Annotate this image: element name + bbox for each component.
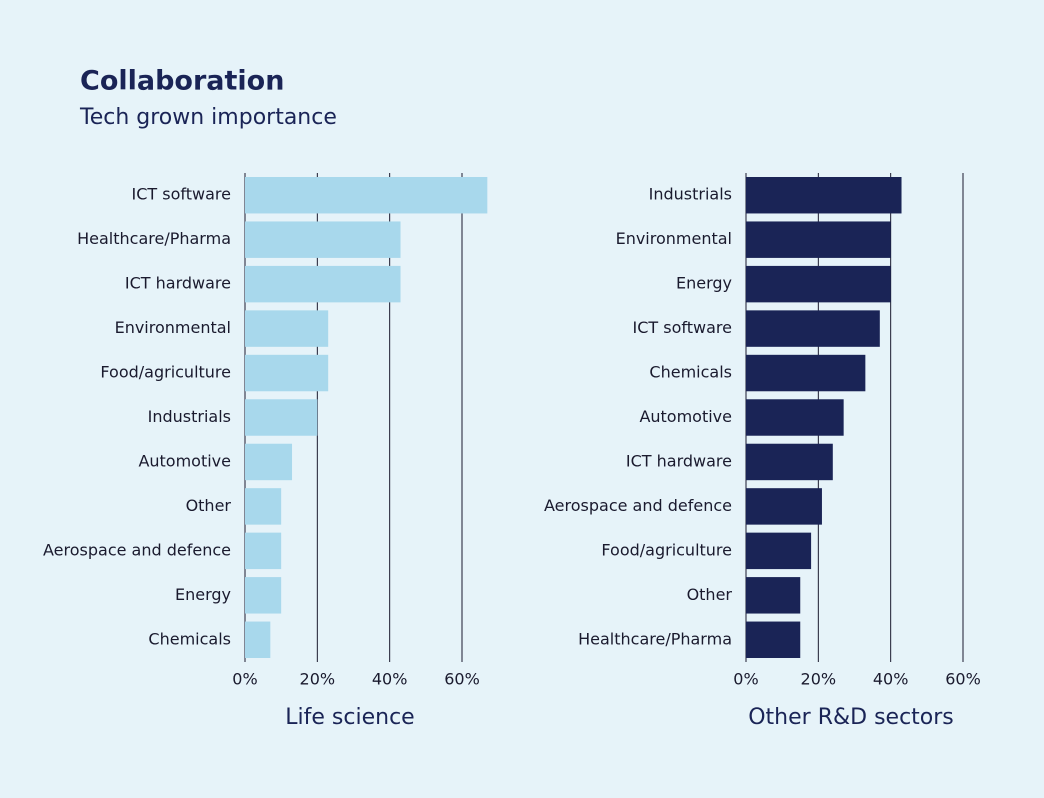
y-tick-label: ICT software (633, 318, 732, 337)
x-tick-label: 40% (873, 670, 909, 689)
y-tick-label: Industrials (649, 185, 732, 204)
x-tick-label: 0% (232, 670, 257, 689)
bar (245, 399, 318, 436)
x-axis-label: Other R&D sectors (748, 705, 954, 730)
y-tick-label: Other (687, 585, 733, 604)
bar (245, 443, 293, 481)
bar (245, 621, 271, 658)
y-tick-label: Food/agriculture (601, 540, 732, 559)
y-tick-label: Healthcare/Pharma (77, 229, 231, 248)
y-tick-label: Environmental (616, 229, 732, 248)
bar (746, 488, 822, 525)
y-tick-label: Environmental (115, 318, 231, 337)
x-tick-label: 60% (444, 670, 480, 689)
y-tick-label: ICT hardware (125, 274, 231, 293)
bar (746, 443, 833, 481)
y-tick-label: Automotive (639, 407, 732, 426)
bar (746, 265, 891, 303)
bar (746, 577, 801, 614)
bar (245, 488, 282, 525)
bar (245, 265, 401, 303)
y-tick-label: Industrials (148, 407, 231, 426)
chart-subtitle: Tech grown importance (79, 105, 337, 130)
bar (746, 621, 801, 658)
y-tick-label: Healthcare/Pharma (578, 629, 732, 648)
bar (746, 532, 812, 570)
bar (746, 354, 866, 392)
y-tick-label: Energy (676, 274, 732, 293)
bar (245, 532, 282, 570)
x-axis-label: Life science (285, 705, 414, 730)
y-tick-label: Aerospace and defence (544, 496, 732, 515)
y-tick-label: Chemicals (148, 629, 231, 648)
chart-title: Collaboration (80, 66, 284, 97)
bar (746, 399, 844, 436)
bar (245, 221, 401, 258)
x-tick-label: 20% (300, 670, 336, 689)
y-tick-label: Energy (175, 585, 231, 604)
bar (746, 177, 902, 214)
bar (746, 221, 891, 258)
y-tick-label: Food/agriculture (100, 363, 231, 382)
y-tick-label: Chemicals (649, 363, 732, 382)
x-tick-label: 0% (733, 670, 758, 689)
y-tick-label: Automotive (138, 451, 231, 470)
y-tick-label: Other (186, 496, 232, 515)
bar (245, 310, 329, 347)
bar (245, 577, 282, 614)
bar (746, 310, 880, 347)
y-tick-label: Aerospace and defence (43, 540, 231, 559)
y-tick-label: ICT hardware (626, 451, 732, 470)
bar (245, 354, 329, 392)
x-tick-label: 20% (801, 670, 837, 689)
y-tick-label: ICT software (132, 185, 231, 204)
bar (245, 177, 488, 214)
x-tick-label: 40% (372, 670, 408, 689)
x-tick-label: 60% (945, 670, 981, 689)
